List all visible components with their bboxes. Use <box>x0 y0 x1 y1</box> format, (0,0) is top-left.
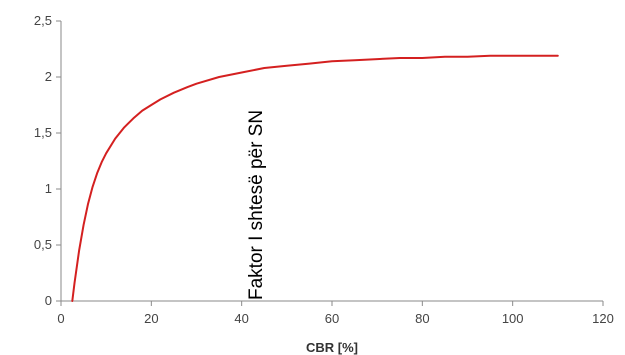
y-tick-label: 1 <box>45 181 52 196</box>
y-axis-title: Faktor I shtesë për SN <box>246 110 267 300</box>
y-tick-label: 0 <box>45 293 52 308</box>
x-tick-label: 80 <box>415 311 429 326</box>
y-tick-label: 1,5 <box>34 125 52 140</box>
x-tick-label: 120 <box>592 311 614 326</box>
x-axis-title: CBR [%] <box>306 340 358 355</box>
y-ticks: 0 0,5 1 1,5 2 2,5 <box>34 13 61 308</box>
x-tick-label: 0 <box>57 311 64 326</box>
y-tick-label: 2,5 <box>34 13 52 28</box>
series-line <box>71 54 559 302</box>
y-tick-label: 0,5 <box>34 237 52 252</box>
x-ticks: 0 20 40 60 80 100 120 <box>57 301 614 326</box>
x-tick-label: 40 <box>234 311 248 326</box>
y-tick-label: 2 <box>45 69 52 84</box>
x-tick-label: 60 <box>325 311 339 326</box>
x-tick-label: 20 <box>144 311 158 326</box>
x-tick-label: 100 <box>502 311 524 326</box>
series-layer <box>71 54 559 302</box>
plot-area <box>61 21 603 301</box>
